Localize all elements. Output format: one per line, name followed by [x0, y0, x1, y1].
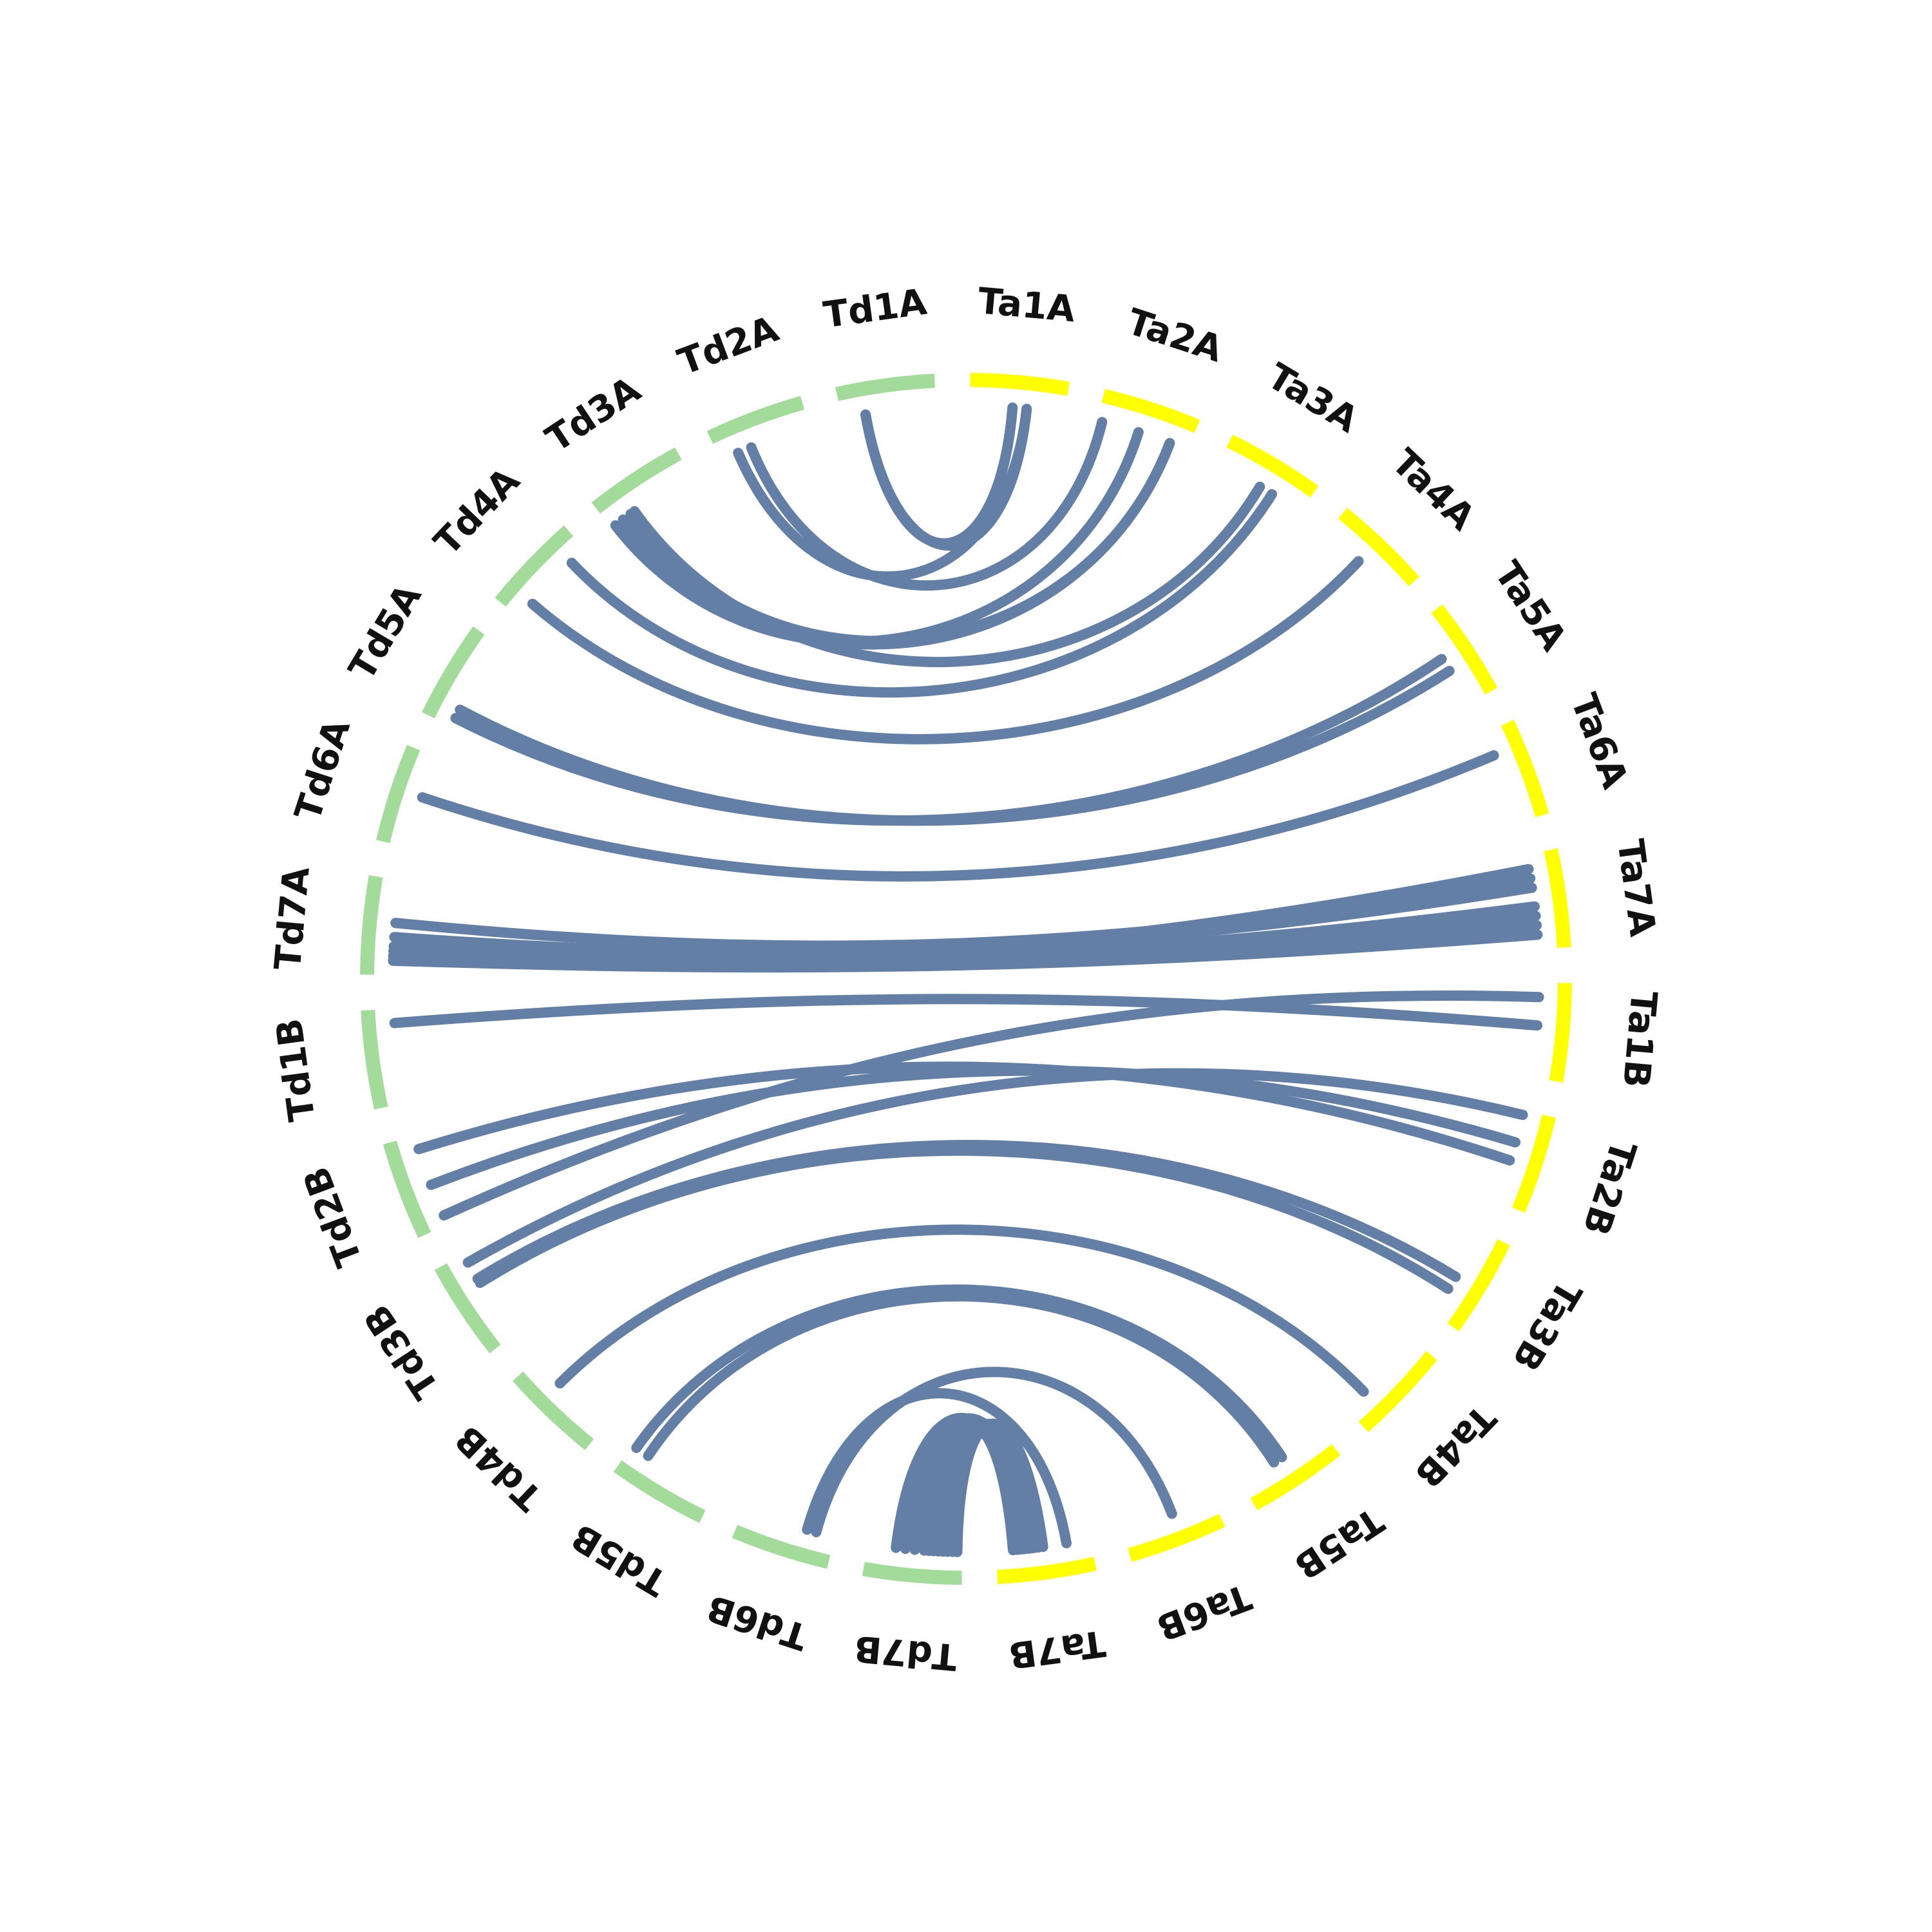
- label-ta3a: Ta3A: [1260, 355, 1366, 442]
- segment-ta7a: [1544, 848, 1571, 948]
- label-ta3b: Ta3B: [1504, 1273, 1589, 1378]
- label-ta6b: Ta6B: [1151, 1575, 1256, 1649]
- segment-ta1a: [970, 373, 1070, 396]
- label-td2b: Td2B: [296, 1161, 371, 1273]
- segment-td2a: [706, 395, 804, 444]
- label-ta6a: Ta6A: [1562, 688, 1636, 795]
- label-td1a: Td1A: [821, 281, 930, 336]
- segment-ta4b: [1358, 1350, 1437, 1432]
- label-ta1a: Ta1A: [976, 280, 1077, 330]
- segment-td1a: [835, 374, 935, 401]
- label-td7b: Td7B: [853, 1627, 959, 1678]
- segment-ta3a: [1226, 435, 1319, 498]
- segment-td3a: [591, 447, 682, 514]
- segment-ta3b: [1447, 1239, 1510, 1332]
- link-td5a-ta5a: [455, 665, 1455, 826]
- link-td5b-ta5b: [631, 1284, 1287, 1463]
- link-td4a-ta3a: [566, 489, 1278, 698]
- label-td1b: Td1B: [269, 1016, 324, 1124]
- segment-ta6a: [1501, 719, 1549, 817]
- link-td5b-ta5b: [643, 1291, 1280, 1468]
- label-td5b: Td5B: [564, 1515, 674, 1604]
- link-td6a-ta6a: [417, 750, 1499, 882]
- link-td3a-ta3a: [629, 481, 1265, 667]
- link-td6b-ta6b: [811, 1367, 1177, 1538]
- segment-td3b: [434, 1263, 501, 1354]
- segment-td4b: [513, 1371, 594, 1450]
- segment-td7a: [360, 875, 383, 975]
- segment-td1b: [361, 1010, 388, 1110]
- segment-td6b: [732, 1524, 831, 1569]
- label-td4a: Td4A: [426, 460, 528, 564]
- label-ta2b: Ta2B: [1575, 1135, 1644, 1240]
- label-ta5b: Ta5B: [1287, 1499, 1390, 1587]
- link-td7a-ta7a: [388, 901, 1540, 964]
- link-td4b-ta4b: [554, 1224, 1369, 1397]
- segment-ta7b: [997, 1557, 1097, 1584]
- label-td3b: Td3B: [356, 1297, 448, 1406]
- segment-ta5a: [1431, 604, 1498, 695]
- link-td7a-ta7a: [390, 873, 1536, 951]
- segment-td5b: [613, 1460, 706, 1523]
- label-ta4a: Ta4A: [1383, 441, 1483, 539]
- link-td6b-ta7b: [802, 1388, 1072, 1549]
- label-ta4b: Ta4B: [1406, 1397, 1504, 1496]
- segment-td6a: [376, 744, 421, 844]
- label-ta1b: Ta1B: [1615, 989, 1665, 1090]
- segment-td4a: [495, 526, 574, 607]
- label-ta5a: Ta5A: [1486, 554, 1575, 658]
- label-td6b: Td6B: [702, 1586, 813, 1658]
- segment-td5a: [422, 626, 485, 719]
- segment-ta2b: [1511, 1114, 1556, 1213]
- link-td3b-ta2b: [462, 1068, 1528, 1268]
- label-td6a: Td6A: [287, 714, 359, 826]
- link-td2b-ta2b: [426, 1065, 1521, 1190]
- link-td2b-ta1b: [439, 990, 1544, 1221]
- link-td1b-ta1b: [389, 994, 1543, 1031]
- link-td2a-ta2a: [746, 417, 1108, 591]
- link-td3b-ta3b: [475, 1145, 1454, 1294]
- segment-td7b: [862, 1562, 962, 1585]
- chromosome-ring: [360, 373, 1572, 1585]
- link-td2a-ta1a: [733, 403, 1032, 582]
- segment-ta2a: [1101, 389, 1200, 433]
- label-ta2a: Ta2A: [1122, 301, 1227, 371]
- segment-ta5b: [1250, 1444, 1341, 1511]
- label-ta7b: Ta7B: [1006, 1622, 1108, 1676]
- label-td5a: Td5A: [341, 577, 430, 688]
- segment-ta4a: [1338, 507, 1419, 587]
- link-td2b-ta2b: [413, 1061, 1515, 1166]
- link-td7a-ta7a: [388, 864, 1534, 970]
- label-td2a: Td2A: [672, 308, 784, 384]
- segment-td2b: [383, 1141, 431, 1238]
- segment-ta1b: [1549, 983, 1572, 1083]
- label-td7a: Td7A: [267, 865, 318, 972]
- segment-ta6b: [1128, 1513, 1226, 1562]
- links-layer: [388, 402, 1544, 1557]
- link-td7b-ta7b: [952, 1418, 1048, 1557]
- label-td3a: Td3A: [538, 368, 648, 460]
- label-td4b: Td4B: [447, 1417, 551, 1518]
- label-ta7a: Ta7A: [1609, 837, 1663, 940]
- link-td4a-ta4a: [527, 556, 1364, 744]
